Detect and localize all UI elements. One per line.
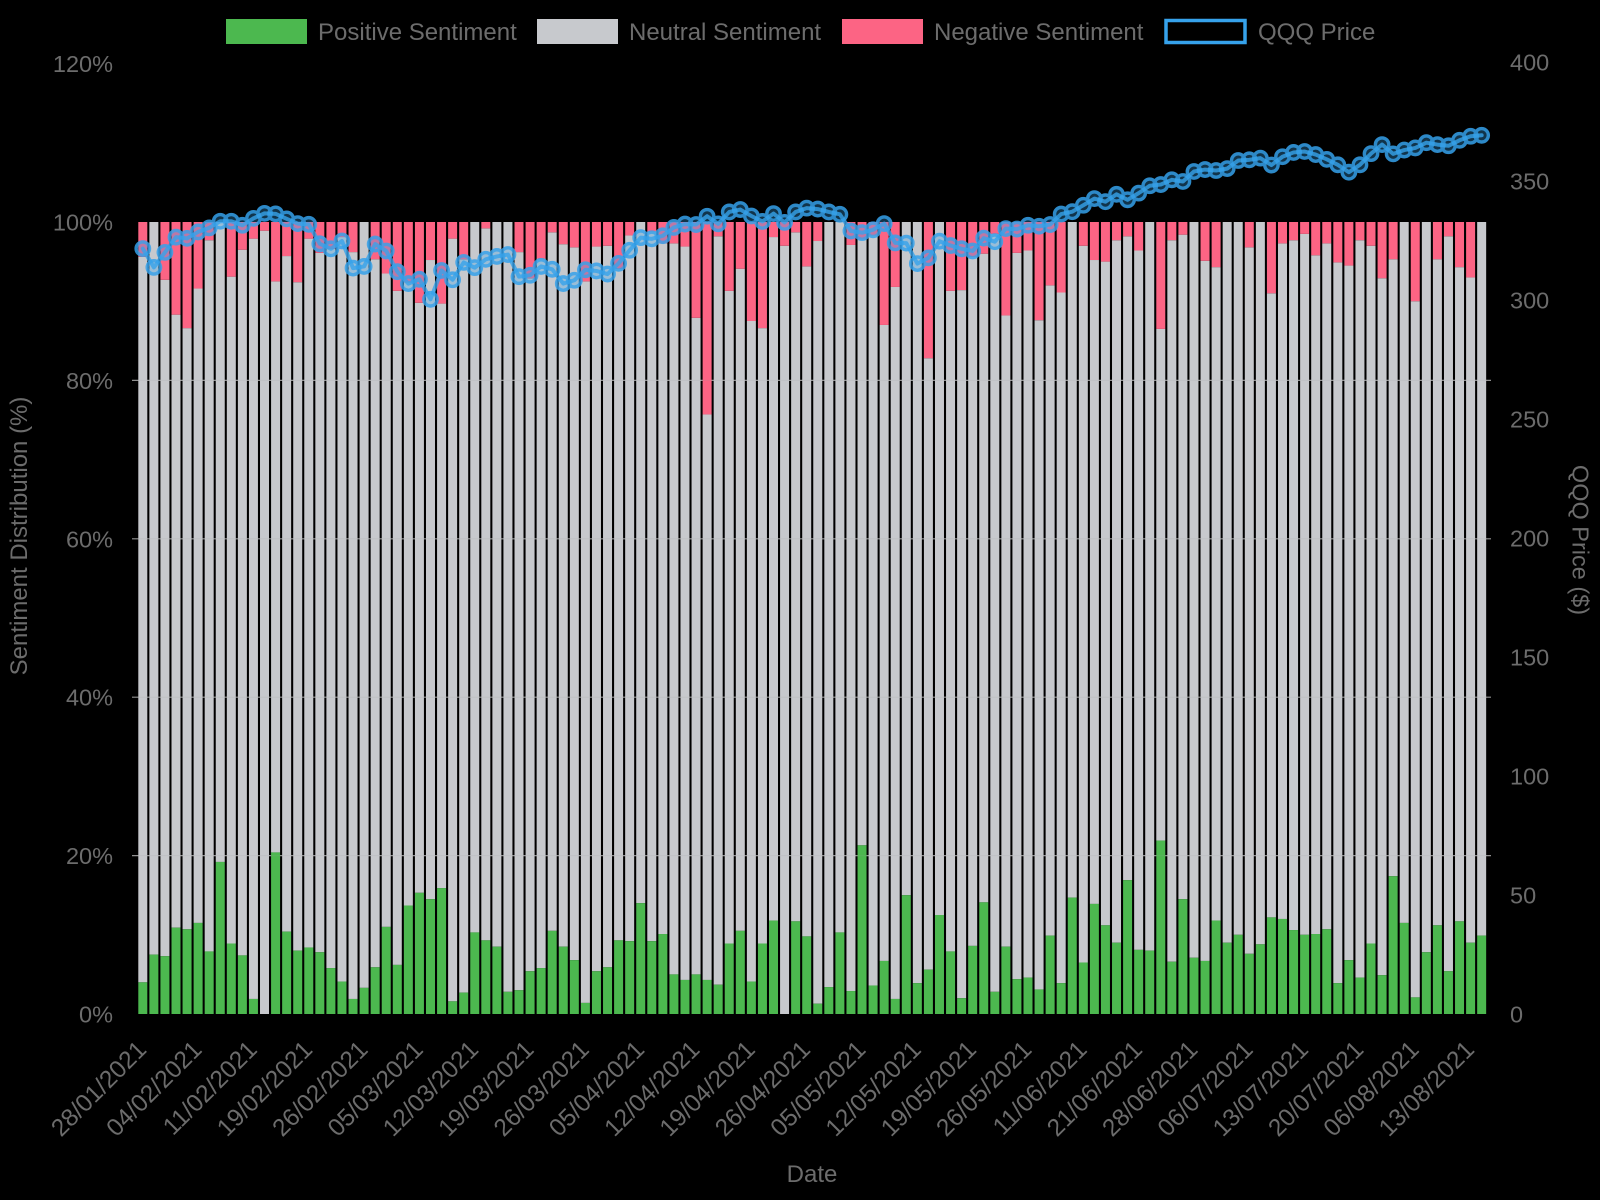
svg-text:300: 300 [1510,288,1549,314]
svg-text:0: 0 [1510,1002,1523,1028]
svg-text:Sentiment Distribution (%): Sentiment Distribution (%) [6,397,33,676]
svg-text:350: 350 [1510,169,1549,195]
svg-text:60%: 60% [66,526,113,552]
svg-text:50: 50 [1510,883,1536,909]
svg-text:200: 200 [1510,526,1549,552]
svg-text:QQQ Price: QQQ Price [1258,19,1375,46]
svg-text:Neutral Sentiment: Neutral Sentiment [629,19,821,46]
svg-text:Negative Sentiment: Negative Sentiment [934,19,1144,46]
svg-text:120%: 120% [53,51,113,77]
svg-text:Positive Sentiment: Positive Sentiment [318,19,517,46]
svg-text:Date: Date [787,1161,838,1188]
svg-text:250: 250 [1510,407,1549,433]
svg-text:100%: 100% [53,210,113,236]
svg-text:100: 100 [1510,764,1549,790]
svg-text:20%: 20% [66,843,113,869]
svg-text:150: 150 [1510,645,1549,671]
svg-text:40%: 40% [66,685,113,711]
svg-text:QQQ Price ($): QQQ Price ($) [1568,465,1594,615]
svg-text:80%: 80% [66,368,113,394]
svg-text:400: 400 [1510,50,1549,76]
svg-text:0%: 0% [79,1002,113,1028]
